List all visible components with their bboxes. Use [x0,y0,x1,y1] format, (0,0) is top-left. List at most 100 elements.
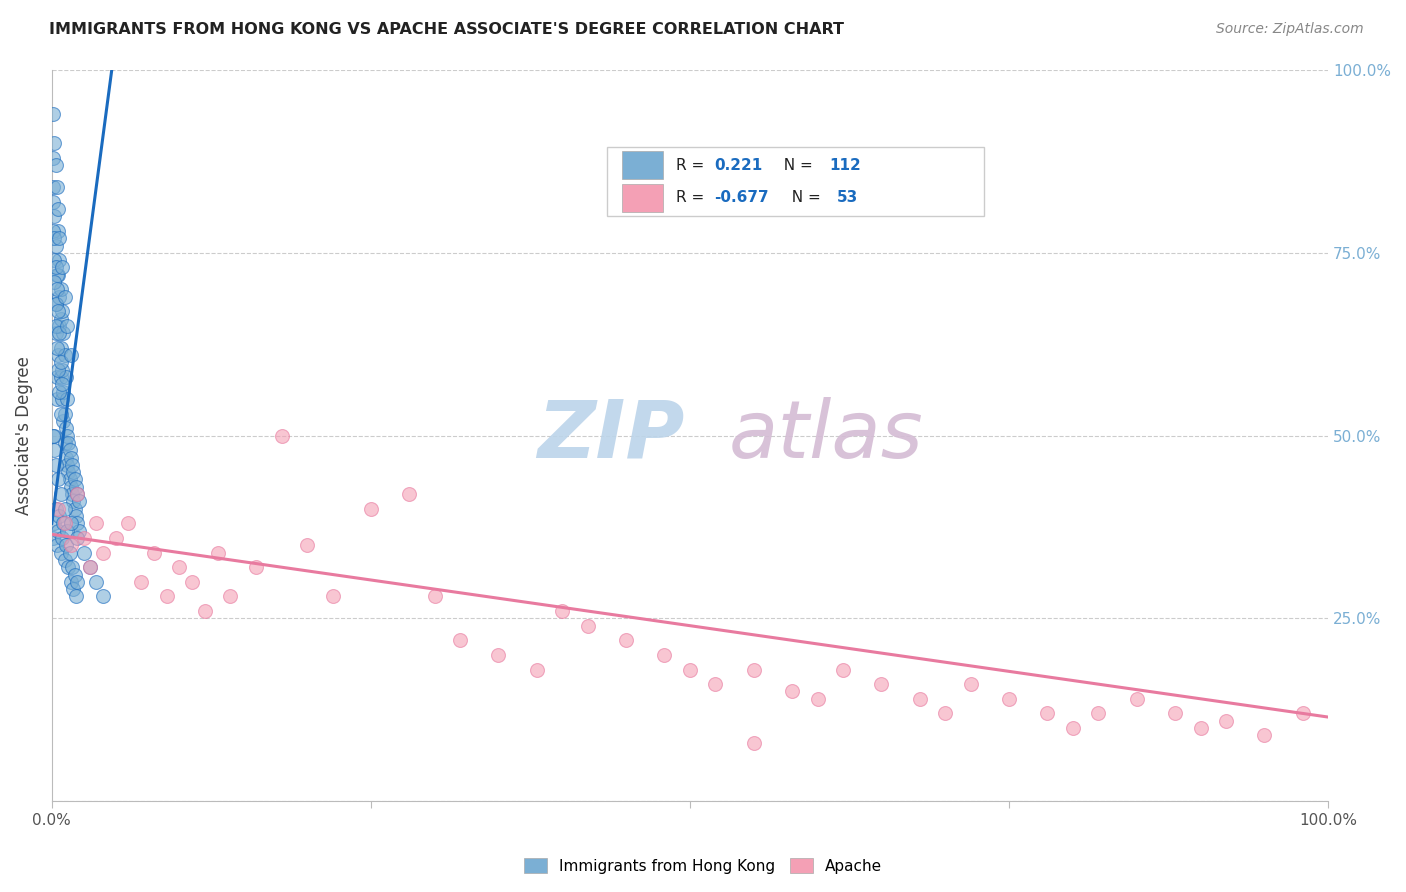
Point [45,297,67,311]
Point [45,158,67,172]
Point [42,531,65,545]
Point [614,633,637,648]
Point [46,524,69,538]
Point [1189,721,1212,735]
Point [49,355,72,369]
Point [46,348,69,362]
Point [46,268,69,282]
Point [45,297,67,311]
Point [59,516,82,531]
Point [654,648,676,662]
Text: 112: 112 [830,158,860,172]
Point [51,260,73,275]
Point [49,282,72,296]
Point [66,516,89,531]
Point [704,677,727,691]
Point [73,545,96,559]
Point [60,458,83,472]
Point [129,574,152,589]
Point [181,574,204,589]
Point [526,663,548,677]
Point [52,516,75,531]
Point [59,480,82,494]
Point [60,487,83,501]
Point [53,501,76,516]
Point [65,508,87,523]
Point [49,341,72,355]
Point [62,494,84,508]
Point [51,304,73,318]
Point [45,282,67,296]
Point [86,516,108,531]
Point [46,363,69,377]
Point [53,407,76,421]
Point [56,428,79,442]
Point [55,370,77,384]
Text: Source: ZipAtlas.com: Source: ZipAtlas.com [1216,22,1364,37]
Point [59,443,82,458]
Point [45,260,67,275]
Point [51,363,73,377]
Point [44,253,66,268]
Point [46,202,69,216]
Point [44,136,66,151]
Point [59,574,82,589]
Point [51,377,73,392]
Point [65,590,87,604]
Point [156,590,179,604]
FancyBboxPatch shape [623,152,664,179]
Point [79,560,101,574]
Point [44,231,66,245]
Point [66,487,89,501]
Point [1164,706,1187,721]
Point [66,574,89,589]
Point [62,582,84,596]
Point [51,392,73,406]
Point [104,531,127,545]
Point [49,370,72,384]
Point [59,473,82,487]
Point [48,290,70,304]
Point [398,487,420,501]
Point [488,648,510,662]
Point [44,428,66,442]
Point [49,407,72,421]
Point [42,180,65,194]
Point [870,677,893,691]
Point [42,107,65,121]
Point [117,516,139,531]
Point [270,428,292,442]
Point [245,560,267,574]
Point [1087,706,1109,721]
Point [45,341,67,355]
Point [52,326,75,341]
Point [42,194,65,209]
Point [1036,706,1059,721]
Point [56,458,79,472]
Text: R =: R = [676,158,709,172]
Point [53,516,76,531]
Point [48,384,70,399]
Point [48,253,70,268]
Point [45,318,67,333]
Text: IMMIGRANTS FROM HONG KONG VS APACHE ASSOCIATE'S DEGREE CORRELATION CHART: IMMIGRANTS FROM HONG KONG VS APACHE ASSO… [49,22,844,37]
Point [56,318,79,333]
Point [295,538,318,552]
Point [49,545,72,559]
Point [576,618,599,632]
Point [51,531,73,545]
Point [322,590,344,604]
Point [65,480,87,494]
Point [207,545,229,559]
Point [79,560,101,574]
Point [45,180,67,194]
Point [48,508,70,523]
Point [46,224,69,238]
Point [42,224,65,238]
Point [59,545,82,559]
Point [44,275,66,289]
Point [551,604,574,618]
Text: atlas: atlas [728,397,922,475]
Point [55,450,77,465]
Point [169,560,191,574]
